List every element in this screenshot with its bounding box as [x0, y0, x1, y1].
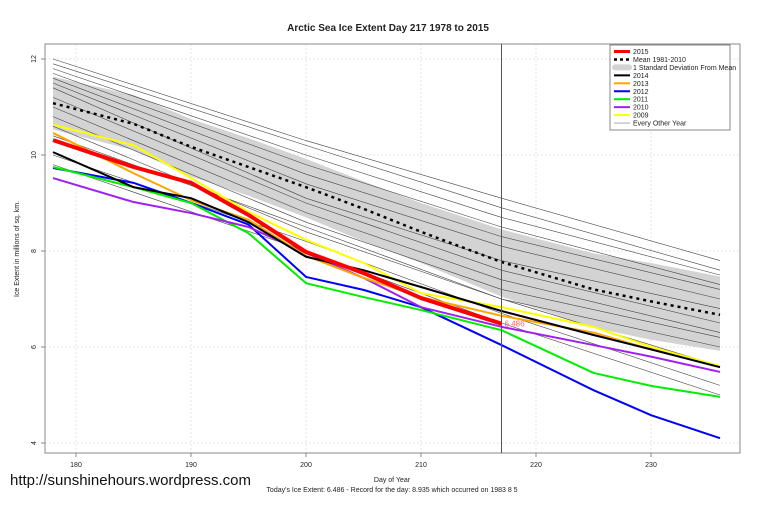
other-year-line [52, 58, 721, 261]
other-year-line [52, 73, 721, 285]
other-year-line [52, 68, 721, 276]
legend-label: 2012 [633, 89, 649, 96]
end-value-label: 6.486 [505, 320, 526, 329]
x-tick-label: 210 [415, 462, 427, 469]
y-tick-label: 6 [31, 345, 38, 349]
subtitle: Today's Ice Extent: 6.486 - Record for t… [266, 487, 517, 494]
site-url: http://sunshinehours.wordpress.com [10, 472, 251, 489]
legend-label: Mean 1981-2010 [633, 57, 686, 64]
legend-label: 1 Standard Deviation From Mean [633, 65, 736, 72]
series-line-2012 [52, 166, 721, 440]
x-tick-label: 180 [70, 462, 82, 469]
other-year-line [52, 87, 721, 309]
legend-label: 2009 [633, 113, 649, 120]
series-line-2015 [52, 138, 503, 326]
y-tick-label: 8 [31, 249, 38, 253]
other-year-line [52, 97, 721, 324]
series-line-2009 [52, 123, 721, 368]
y-tick-label: 12 [31, 55, 38, 63]
legend-label: 2013 [633, 81, 649, 88]
x-tick-label: 200 [300, 462, 312, 469]
x-tick-label: 230 [645, 462, 657, 469]
x-tick-label: 190 [185, 462, 197, 469]
other-year-line [52, 164, 721, 396]
legend-label: 2010 [633, 105, 649, 112]
legend-swatch [612, 64, 632, 71]
legend-label: Every Other Year [633, 121, 687, 128]
other-year-line [52, 77, 721, 290]
legend-label: 2014 [633, 73, 649, 80]
std-dev-band [53, 76, 720, 351]
other-year-line [52, 82, 721, 300]
other-year-line [52, 63, 721, 271]
other-year-line [52, 116, 721, 338]
x-axis-label: Day of Year [374, 477, 411, 484]
legend-label: 2015 [633, 49, 649, 56]
series-line-2011 [52, 166, 721, 398]
legend-label: 2011 [633, 97, 648, 104]
other-year-line [52, 106, 721, 333]
y-tick-label: 4 [31, 441, 38, 445]
x-tick-label: 220 [530, 462, 542, 469]
y-tick-label: 10 [31, 151, 38, 159]
y-axis-label: Ice Extent in millions of sq. km. [14, 201, 21, 297]
series-line-2013 [52, 132, 721, 368]
plot-frame [44, 43, 741, 454]
chart-title: Arctic Sea Ice Extent Day 217 1978 to 20… [287, 23, 489, 34]
series-line-2014 [52, 151, 721, 369]
